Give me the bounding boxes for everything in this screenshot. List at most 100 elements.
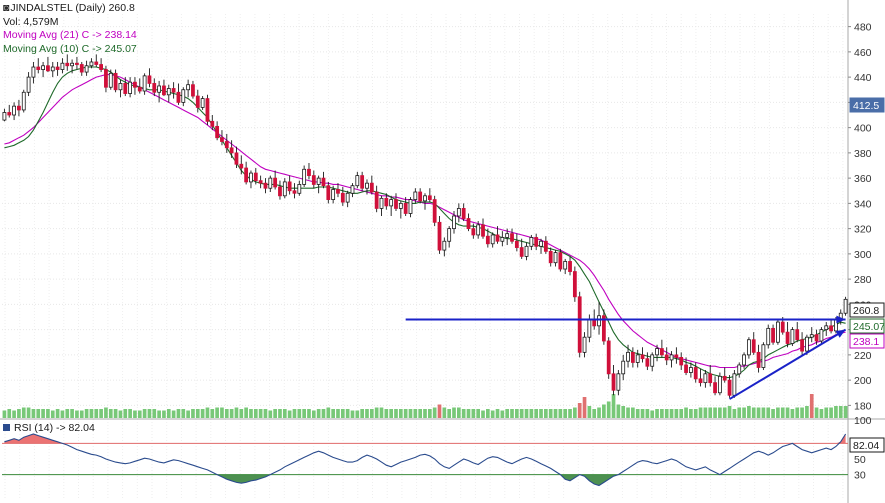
volume-bar [568, 409, 572, 418]
volume-bar [461, 409, 466, 418]
volume-bar [239, 409, 244, 418]
drawn-lines [405, 315, 847, 400]
candle-up [365, 182, 369, 189]
volume-bar [776, 407, 780, 418]
volume-bar [89, 409, 94, 418]
price-tick-label: 440 [854, 72, 872, 84]
candle-down [133, 81, 137, 88]
candle-up [345, 192, 350, 203]
candle-down [394, 199, 398, 209]
candle-up [423, 195, 427, 202]
candle-down [630, 351, 635, 363]
volume-bar [137, 410, 142, 418]
volume-bar [176, 409, 181, 418]
volume-bar [340, 409, 345, 418]
volume-bar [253, 409, 258, 418]
ma21-layer [4, 74, 846, 369]
volume-bar [104, 407, 108, 418]
volume-bar [384, 409, 389, 418]
candle-up [476, 224, 481, 236]
ma10-line [4, 66, 846, 379]
volume-bar [809, 394, 814, 418]
volume-bar [640, 409, 645, 418]
volume-bar [505, 409, 510, 418]
candle-up [128, 81, 133, 94]
candle-down [495, 234, 500, 242]
candle-down [278, 186, 282, 197]
volume-bar [26, 407, 31, 418]
candle-up [297, 184, 302, 194]
rsi-value-tag-box [849, 437, 885, 453]
volume-bar [766, 407, 771, 418]
candle-down [432, 199, 437, 223]
volume-bar [544, 409, 548, 418]
candles [2, 54, 848, 398]
volume-bar [843, 406, 848, 418]
candle-down [510, 233, 514, 242]
candle-up [843, 298, 848, 314]
volume-bar [751, 407, 756, 418]
y-axis: 1802002202402602803003203403603804004204… [848, 22, 872, 482]
volume-bar [152, 409, 157, 418]
volume-bar [413, 409, 418, 418]
candle-down [568, 261, 572, 272]
volume-bar [307, 409, 311, 418]
candle-up [742, 354, 746, 366]
candle-down [287, 181, 292, 192]
volume-bar [157, 410, 161, 418]
candle-down [795, 329, 800, 341]
candle-down [684, 364, 688, 373]
candle-down [152, 83, 157, 93]
candle-down [548, 250, 553, 264]
volume-bar [814, 407, 819, 418]
volume-bar [732, 409, 737, 418]
ma21-legend[interactable]: Moving Avg (21) C -> 238.14 [3, 29, 137, 42]
ma10-legend[interactable]: Moving Avg (10) C -> 245.07 [3, 42, 137, 55]
volume-bar [36, 409, 41, 418]
volume-bar [350, 410, 355, 418]
rsi-fills [4, 434, 846, 486]
candle-down [369, 182, 374, 193]
volume-bar [718, 407, 722, 418]
last-price: 260.8 [108, 2, 135, 14]
volume-bar [41, 409, 45, 418]
candle-down [374, 191, 379, 209]
volume-bar [524, 409, 529, 418]
candle-up [442, 240, 447, 251]
rsi-legend[interactable]: RSI (14) -> 82.04 [3, 422, 95, 434]
candle-down [307, 168, 311, 177]
volume-bar [326, 407, 331, 418]
volume-bar [693, 409, 698, 418]
volume-bar [205, 407, 210, 418]
candle-up [500, 237, 505, 242]
volume-bar [737, 407, 742, 418]
volume-bar [195, 409, 200, 418]
candle-down [215, 125, 220, 139]
candle-down [55, 66, 60, 70]
volume-bar [457, 407, 461, 418]
candle-down [698, 378, 703, 384]
candle-down [210, 120, 215, 127]
candle-down [558, 252, 563, 270]
rsi-color-icon [3, 424, 10, 431]
candle-up [505, 233, 510, 238]
candle-down [263, 182, 268, 189]
volume-bar [345, 409, 350, 418]
candle-up [650, 354, 655, 367]
candle-down [601, 315, 606, 342]
volume-bar [761, 407, 766, 418]
candle-down [104, 69, 108, 88]
symbol-icon: ◙ [3, 2, 10, 14]
volume-bar [394, 409, 398, 418]
volume-bar [432, 407, 437, 418]
volume-bar [655, 409, 659, 418]
candle-up [626, 351, 630, 362]
volume-bar [128, 409, 132, 418]
candle-down [534, 237, 539, 247]
candle-up [331, 189, 336, 200]
price-tick-label: 380 [854, 148, 872, 160]
candle-down [7, 112, 12, 116]
candle-down [427, 195, 432, 200]
volume-bar [824, 407, 829, 418]
